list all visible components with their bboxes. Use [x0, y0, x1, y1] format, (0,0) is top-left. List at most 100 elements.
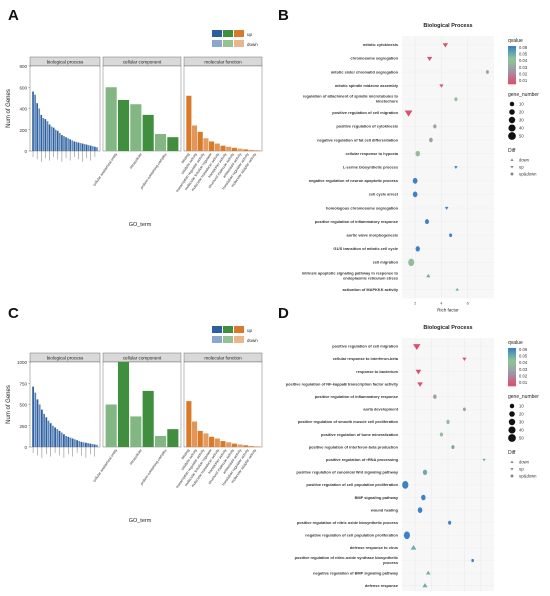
size-legend-dot: [509, 101, 515, 107]
diff-legend-label: up: [519, 467, 524, 472]
term-label: negative regulation of neuron apoptotic …: [309, 178, 398, 183]
bar: [231, 147, 237, 151]
x-tick-label: 6: [467, 301, 469, 305]
data-point: [403, 531, 410, 540]
size-legend-dot: [508, 116, 516, 124]
data-point: [455, 287, 459, 291]
term-label: aorta development: [363, 407, 398, 412]
bar: [248, 445, 255, 447]
legend-swatch-up: [234, 30, 244, 37]
term-label: defense response to virus: [350, 545, 398, 550]
data-point: [449, 233, 453, 238]
y-tick-label: 0: [24, 149, 27, 154]
qvalue-gradient: [508, 361, 516, 364]
term-label: kinetochore: [376, 99, 399, 104]
diff-legend-label: up&down: [519, 474, 537, 479]
x-axis-label: GO_term: [129, 222, 152, 228]
qvalue-gradient: [508, 76, 516, 79]
bar: [248, 149, 255, 151]
bar: [142, 390, 154, 447]
bar: [42, 118, 45, 151]
y-tick-label: 250: [19, 424, 27, 429]
x-tick-label: protein-containing complex: [140, 152, 168, 190]
legend-swatch-down: [223, 336, 233, 343]
bar: [73, 141, 76, 151]
qvalue-gradient: [508, 355, 516, 358]
qvalue-gradient: [508, 357, 516, 360]
x-axis-label: Rich factor: [437, 307, 459, 312]
qvalue-gradient: [508, 353, 516, 356]
diff-legend-glyph: [510, 474, 514, 478]
qvalue-gradient: [508, 370, 516, 373]
qvalue-legend-tick: 0.01: [519, 380, 528, 385]
bar: [48, 124, 51, 151]
data-point: [433, 124, 437, 129]
data-point: [439, 432, 444, 437]
qvalue-gradient: [508, 82, 516, 85]
size-legend-dot: [508, 418, 516, 426]
qvalue-gradient: [508, 55, 516, 58]
qvalue-gradient: [508, 80, 516, 83]
bar: [54, 427, 56, 447]
legend-label-down: down: [247, 338, 258, 343]
bar: [80, 441, 83, 447]
facet-title: biological process: [47, 60, 84, 65]
qvalue-gradient: [508, 368, 516, 372]
legend-swatch-down: [212, 336, 222, 343]
scatter-chart-panel-D: Biological Process23456Rich factorpositi…: [286, 325, 539, 594]
legend-swatch-up: [234, 326, 244, 333]
qvalue-gradient: [508, 47, 516, 51]
diff-legend-label: down: [519, 158, 530, 163]
size-legend-tick: 20: [519, 412, 524, 417]
data-point: [424, 219, 429, 225]
y-tick-label: 600: [19, 85, 27, 90]
bar: [231, 443, 237, 447]
term-label: BMP signaling pathway: [355, 495, 399, 500]
data-point: [454, 166, 458, 169]
bar: [81, 143, 84, 151]
qvalue-legend-tick: 0.06: [519, 347, 528, 352]
qvalue-legend-tick: 0.01: [519, 78, 528, 83]
bar: [82, 442, 85, 447]
data-point: [462, 357, 467, 361]
data-point: [417, 507, 423, 513]
data-point: [422, 469, 428, 475]
y-tick-label: 750: [19, 381, 27, 386]
data-point: [429, 137, 433, 143]
term-label: endoplasmic reticulum stress: [343, 276, 398, 281]
term-label: positive regulation of cell migration: [332, 344, 398, 349]
x-tick-label: intracellular: [129, 448, 143, 466]
data-point: [485, 70, 489, 74]
y-tick-label: 800: [19, 64, 27, 69]
bar: [65, 435, 67, 447]
bar: [117, 362, 130, 447]
facet-title: cellular component: [123, 60, 162, 65]
bar: [87, 145, 90, 151]
qvalue-gradient: [508, 66, 516, 70]
legend-swatch-up: [212, 30, 222, 37]
data-point: [413, 344, 421, 351]
data-point: [417, 382, 423, 387]
qvalue-gradient: [508, 46, 516, 49]
bar: [71, 140, 74, 151]
bar: [46, 121, 49, 151]
diff-legend-label: up&down: [519, 172, 537, 177]
qvalue-legend-tick: 0.02: [519, 373, 528, 378]
bar: [254, 150, 260, 151]
legend-swatch-down: [234, 40, 244, 47]
data-point: [402, 481, 409, 489]
bar: [63, 434, 65, 447]
data-point: [415, 150, 420, 157]
bar: [40, 114, 43, 151]
bar: [209, 436, 215, 447]
term-label: cellular response to hypoxia: [345, 151, 398, 156]
facet-title: molecular function: [204, 60, 242, 65]
term-label: chromosome segregation: [350, 56, 398, 61]
data-point: [412, 177, 418, 184]
bar: [243, 445, 249, 447]
term-label: cell cycle arrest: [369, 192, 399, 197]
diff-legend-glyph: [510, 460, 514, 463]
term-label: process: [383, 560, 398, 565]
bar: [96, 444, 98, 447]
bar: [78, 441, 81, 447]
